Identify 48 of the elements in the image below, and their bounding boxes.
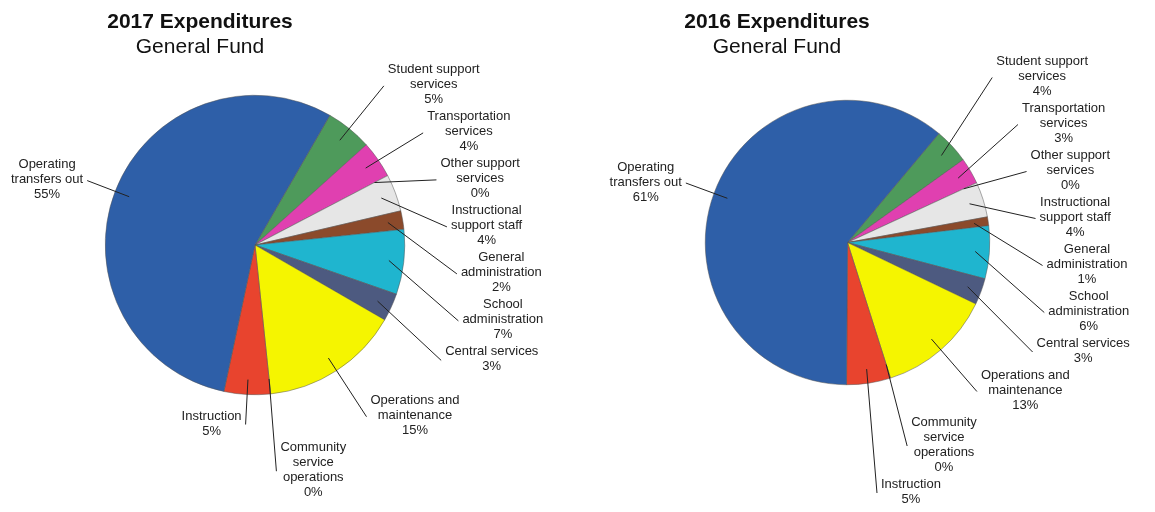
data-label: 6% <box>1079 318 1099 334</box>
slice-label: Operating transfers out <box>10 156 84 187</box>
data-label: 2% <box>491 279 512 295</box>
slice-label: Central services <box>445 343 539 359</box>
slice-label: Central services <box>1036 335 1131 351</box>
chart-subtitle: General Fund <box>135 34 265 57</box>
slice-label: Instruction <box>181 407 242 423</box>
slice-label: Operating transfers out <box>609 158 683 189</box>
data-label: 4% <box>477 232 497 248</box>
slice-label: Instruction <box>880 476 941 492</box>
category-label: Community service operations <box>280 439 347 485</box>
slice-label: Student support services <box>387 61 481 92</box>
data-label: 3% <box>482 358 502 374</box>
data-label: 55% <box>34 186 61 202</box>
slice-label: General administration <box>1046 241 1128 272</box>
text: 0% <box>934 459 954 475</box>
text: 0% <box>1060 177 1080 193</box>
data-label: 61% <box>632 188 660 204</box>
data-label: 5% <box>202 422 222 438</box>
data-label: 4% <box>459 138 479 154</box>
data-label: 5% <box>424 91 444 107</box>
slice-label: Operations and maintenance <box>980 367 1070 398</box>
category-label: Community service operations <box>911 414 977 460</box>
slice-label: Instructional support staff <box>1039 194 1112 225</box>
text: 0% <box>470 185 490 201</box>
slice-label: General administration <box>460 249 542 280</box>
data-label: 4% <box>1032 83 1052 99</box>
category-label: Other support services <box>440 155 520 186</box>
text: 0% <box>303 484 323 500</box>
data-label: 3% <box>1054 130 1074 146</box>
category-label: Other support services <box>1030 147 1111 178</box>
data-label: 1% <box>1077 271 1097 287</box>
data-label: 4% <box>1065 224 1085 240</box>
slice-label: Transportation services <box>1021 100 1106 131</box>
slice-label: Student support services <box>996 53 1089 84</box>
slice-label: Instructional support staff <box>450 202 523 233</box>
slice-label: Operations and maintenance <box>370 392 460 423</box>
chart-title: 2016 Expenditures <box>683 8 871 33</box>
chart-title: 2017 Expenditures <box>106 8 294 33</box>
data-label: 7% <box>493 326 513 342</box>
slice-label: School administration <box>1048 288 1130 319</box>
data-label: 3% <box>1073 350 1094 366</box>
chart-subtitle: General Fund <box>712 34 842 57</box>
slice-label: Transportation services <box>427 108 511 139</box>
slice-label: School administration <box>462 296 544 327</box>
data-label: 5% <box>901 491 921 507</box>
data-label: 15% <box>401 422 429 438</box>
data-label: 13% <box>1012 397 1039 413</box>
